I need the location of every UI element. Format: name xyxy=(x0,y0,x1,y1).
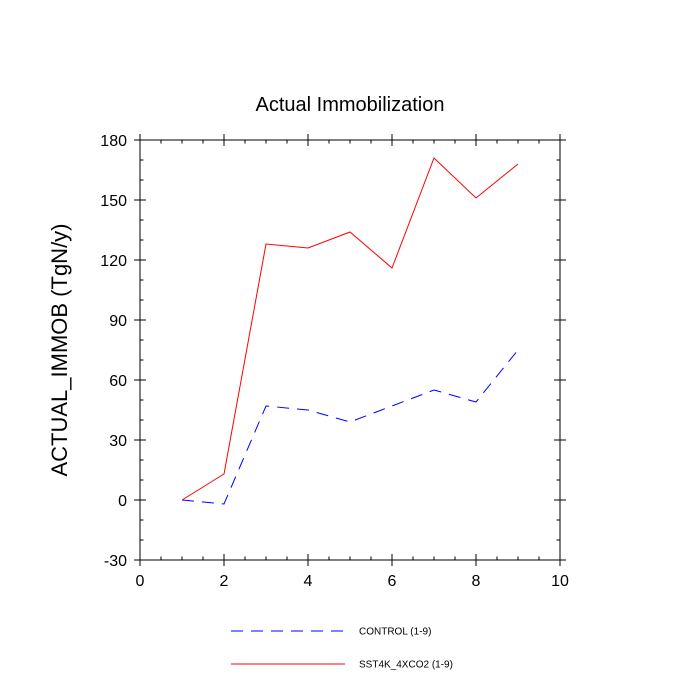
y-axis-label: ACTUAL_IMMOB (TgN/y) xyxy=(47,223,72,476)
y-tick-label: 0 xyxy=(118,493,127,510)
series-line-2 xyxy=(181,157,519,501)
y-tick-label: 60 xyxy=(109,373,127,390)
tick-labels: 0 2 4 6 8 10 -30 0 30 60 90 120 150 180 xyxy=(100,133,569,590)
legend-label-1: CONTROL (1-9) xyxy=(359,627,431,638)
tick-marks xyxy=(134,134,566,566)
data-series xyxy=(181,157,519,505)
y-tick-label: 180 xyxy=(100,133,127,150)
y-tick-label: 30 xyxy=(109,433,127,450)
y-tick-label: -30 xyxy=(104,553,127,570)
x-tick-label: 4 xyxy=(304,573,313,590)
legend: CONTROL (1-9) SST4K_4XCO2 (1-9) xyxy=(231,627,453,671)
plot-frame xyxy=(139,139,561,561)
x-tick-label: 6 xyxy=(388,573,397,590)
chart-title: Actual Immobilization xyxy=(256,94,445,116)
x-tick-label: 10 xyxy=(551,573,569,590)
x-tick-label: 2 xyxy=(220,573,229,590)
y-tick-label: 90 xyxy=(109,313,127,330)
y-tick-label: 150 xyxy=(100,193,127,210)
legend-label-2: SST4K_4XCO2 (1-9) xyxy=(359,660,453,671)
x-tick-label: 8 xyxy=(472,573,481,590)
x-tick-label: 0 xyxy=(136,573,145,590)
y-tick-label: 120 xyxy=(100,253,127,270)
